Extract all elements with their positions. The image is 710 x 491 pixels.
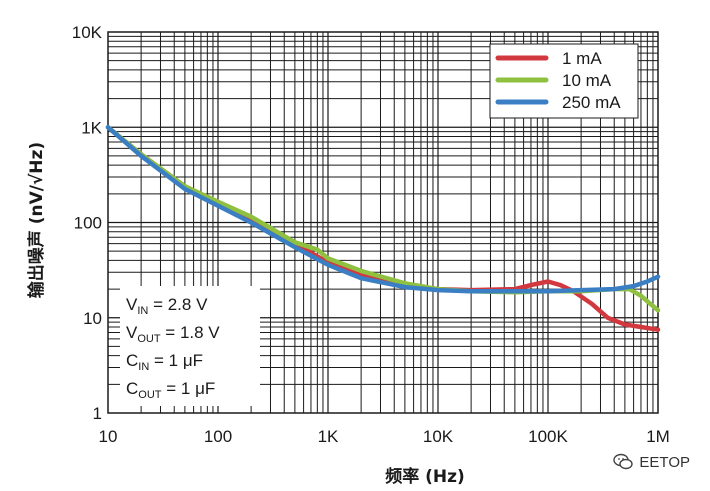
- y-axis-label: 输出噪声 (nV/√Hz): [26, 142, 47, 298]
- y-tick-label: 1: [93, 404, 102, 423]
- condition-line: VIN = 2.8 V: [126, 295, 208, 317]
- conditions-background: [120, 286, 260, 406]
- y-tick-label: 100: [74, 214, 102, 233]
- watermark-text: EETOP: [639, 453, 690, 471]
- series-line-250-mA: [105, 125, 661, 294]
- legend-label: 10 mA: [562, 71, 612, 90]
- y-tick-labels: 1 10 100 1K 10K: [72, 23, 103, 423]
- x-tick-label: 1M: [646, 427, 670, 446]
- condition-line: VOUT = 1.8 V: [126, 323, 220, 345]
- x-tick-labels: 10 100 1K 10K 100K 1M: [99, 427, 670, 446]
- series-lines: [105, 125, 661, 332]
- x-tick-label: 100: [204, 427, 232, 446]
- condition-line: COUT = 1 μF: [126, 379, 215, 401]
- legend-label: 250 mA: [562, 93, 621, 112]
- x-tick-label: 1K: [318, 427, 339, 446]
- x-axis-label: 频率 (Hz): [385, 466, 465, 487]
- x-tick-label: 100K: [528, 427, 568, 446]
- legend: 1 mA 10 mA 250 mA: [489, 43, 639, 119]
- y-tick-label: 1K: [81, 118, 102, 137]
- condition-line: CIN = 1 μF: [126, 351, 203, 373]
- conditions-box: VIN = 2.8 V VOUT = 1.8 V CIN = 1 μF COUT = …: [120, 286, 260, 406]
- x-tick-label: 10: [99, 427, 118, 446]
- wechat-icon: [613, 453, 634, 470]
- legend-label: 1 mA: [562, 49, 602, 68]
- y-tick-label: 10: [83, 309, 102, 328]
- x-tick-label: 10K: [423, 427, 454, 446]
- watermark: EETOP: [613, 453, 690, 471]
- y-tick-label: 10K: [72, 23, 103, 42]
